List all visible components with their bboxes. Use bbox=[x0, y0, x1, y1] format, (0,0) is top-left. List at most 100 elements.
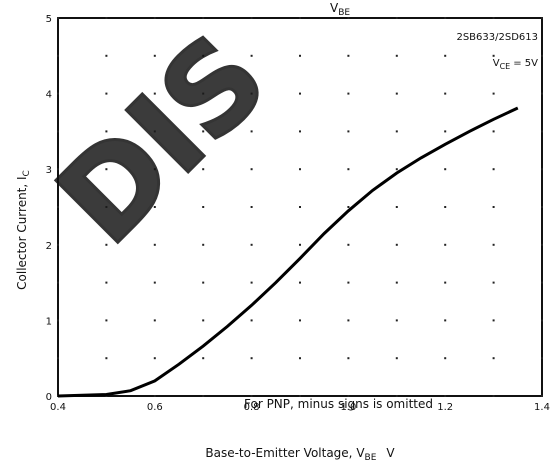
svg-text:DIS: DIS bbox=[32, 9, 293, 270]
grid-dot bbox=[395, 92, 398, 95]
x-tick-label: 0.8 bbox=[244, 402, 260, 413]
grid-dot bbox=[347, 281, 350, 284]
grid-dot bbox=[395, 168, 398, 171]
grid-dot bbox=[492, 206, 495, 208]
grid-dot bbox=[153, 206, 156, 208]
grid-dot bbox=[444, 92, 447, 95]
grid-dot bbox=[541, 206, 543, 208]
grid-dot bbox=[202, 17, 205, 19]
grid-dot bbox=[492, 17, 495, 19]
grid-dot bbox=[444, 243, 447, 246]
y-tick-label: 3 bbox=[46, 165, 52, 176]
annotation: For PNP, minus signs is omitted bbox=[244, 397, 433, 411]
grid-dot bbox=[541, 281, 543, 284]
grid-dot bbox=[57, 92, 59, 95]
x-axis-label: Base-to-Emitter Voltage, VBE V bbox=[205, 446, 395, 463]
grid-dot bbox=[541, 395, 543, 397]
grid-dot bbox=[395, 319, 398, 322]
y-tick-label: 0 bbox=[46, 392, 52, 403]
grid-dot bbox=[202, 319, 205, 322]
grid-dot bbox=[492, 92, 495, 95]
grid-dot bbox=[444, 357, 447, 360]
grid-dot bbox=[492, 357, 495, 360]
grid-dot bbox=[250, 17, 253, 19]
grid-dot bbox=[299, 92, 301, 95]
grid-dot bbox=[492, 319, 495, 322]
grid-dot bbox=[153, 130, 156, 133]
grid-dot bbox=[492, 54, 495, 57]
grid-dot bbox=[492, 281, 495, 284]
grid-dot bbox=[105, 130, 108, 133]
grid-dot bbox=[57, 130, 59, 133]
grid-dot bbox=[105, 319, 108, 322]
grid-dot bbox=[395, 130, 398, 133]
grid-dot bbox=[541, 168, 543, 171]
grid-dot bbox=[57, 281, 59, 284]
grid-dot bbox=[347, 243, 350, 246]
grid-dot bbox=[395, 17, 398, 19]
grid-dot bbox=[541, 357, 543, 360]
grid-dot bbox=[299, 206, 301, 208]
grid-dot bbox=[541, 319, 543, 322]
grid-dot bbox=[347, 130, 350, 133]
condition-label: VCE = 5V bbox=[493, 58, 538, 71]
grid-dot bbox=[444, 54, 447, 57]
x-tick-label: 1.2 bbox=[437, 402, 453, 413]
grid-dot bbox=[250, 243, 253, 246]
grid-dot bbox=[395, 281, 398, 284]
x-tick-labels: 0.4 0.6 0.8 1.0 1.2 1.4 bbox=[50, 402, 550, 413]
grid-dot bbox=[57, 357, 59, 360]
grid-dot bbox=[105, 92, 108, 95]
grid-dot bbox=[153, 54, 156, 57]
grid-dot bbox=[444, 395, 447, 397]
grid-dot bbox=[57, 243, 59, 246]
grid-dot bbox=[202, 281, 205, 284]
grid-dot bbox=[153, 92, 156, 95]
y-tick-label: 4 bbox=[46, 90, 52, 101]
grid-dot bbox=[57, 319, 59, 322]
grid-dot bbox=[299, 243, 301, 246]
grid-dot bbox=[153, 281, 156, 284]
y-tick-label: 2 bbox=[46, 241, 52, 252]
grid-dot bbox=[492, 168, 495, 171]
grid-dot bbox=[250, 357, 253, 360]
x-tick-label: 0.4 bbox=[50, 402, 66, 413]
grid-dot bbox=[202, 130, 205, 133]
y-tick-label: 1 bbox=[46, 316, 52, 327]
grid-dot bbox=[250, 206, 253, 208]
grid-dot bbox=[202, 168, 205, 171]
y-tick-label: 5 bbox=[46, 14, 52, 25]
grid-dot bbox=[347, 17, 350, 19]
grid-dot bbox=[444, 17, 447, 19]
grid-dot bbox=[444, 319, 447, 322]
grid-dot bbox=[395, 54, 398, 57]
grid-dot bbox=[57, 168, 59, 171]
series-line bbox=[57, 106, 519, 398]
grid-dot bbox=[57, 54, 59, 57]
grid-dot bbox=[299, 319, 301, 322]
grid-dot bbox=[444, 281, 447, 284]
grid-dot bbox=[153, 395, 156, 397]
grid-dot bbox=[347, 206, 350, 208]
grid-dot bbox=[153, 357, 156, 360]
watermark: DIS bbox=[31, 8, 295, 272]
grid-dot bbox=[347, 395, 350, 397]
grid-dot bbox=[541, 130, 543, 133]
title-fragment: VBE bbox=[330, 1, 350, 18]
grid-dot bbox=[347, 357, 350, 360]
grid-dot bbox=[105, 206, 108, 208]
grid-dot bbox=[105, 168, 108, 171]
x-tick-label: 1.0 bbox=[340, 402, 356, 413]
grid-dot bbox=[57, 17, 59, 19]
grid-dot bbox=[202, 54, 205, 57]
grid-dot bbox=[395, 206, 398, 208]
grid-dot bbox=[299, 357, 301, 360]
grid-dot bbox=[105, 17, 108, 19]
grid-dot bbox=[541, 92, 543, 95]
grid-dot bbox=[299, 54, 301, 57]
grid-dot bbox=[250, 281, 253, 284]
grid-dot bbox=[444, 130, 447, 133]
grid-dot bbox=[347, 92, 350, 95]
grid-dot bbox=[57, 206, 59, 208]
grid-dot bbox=[395, 243, 398, 246]
